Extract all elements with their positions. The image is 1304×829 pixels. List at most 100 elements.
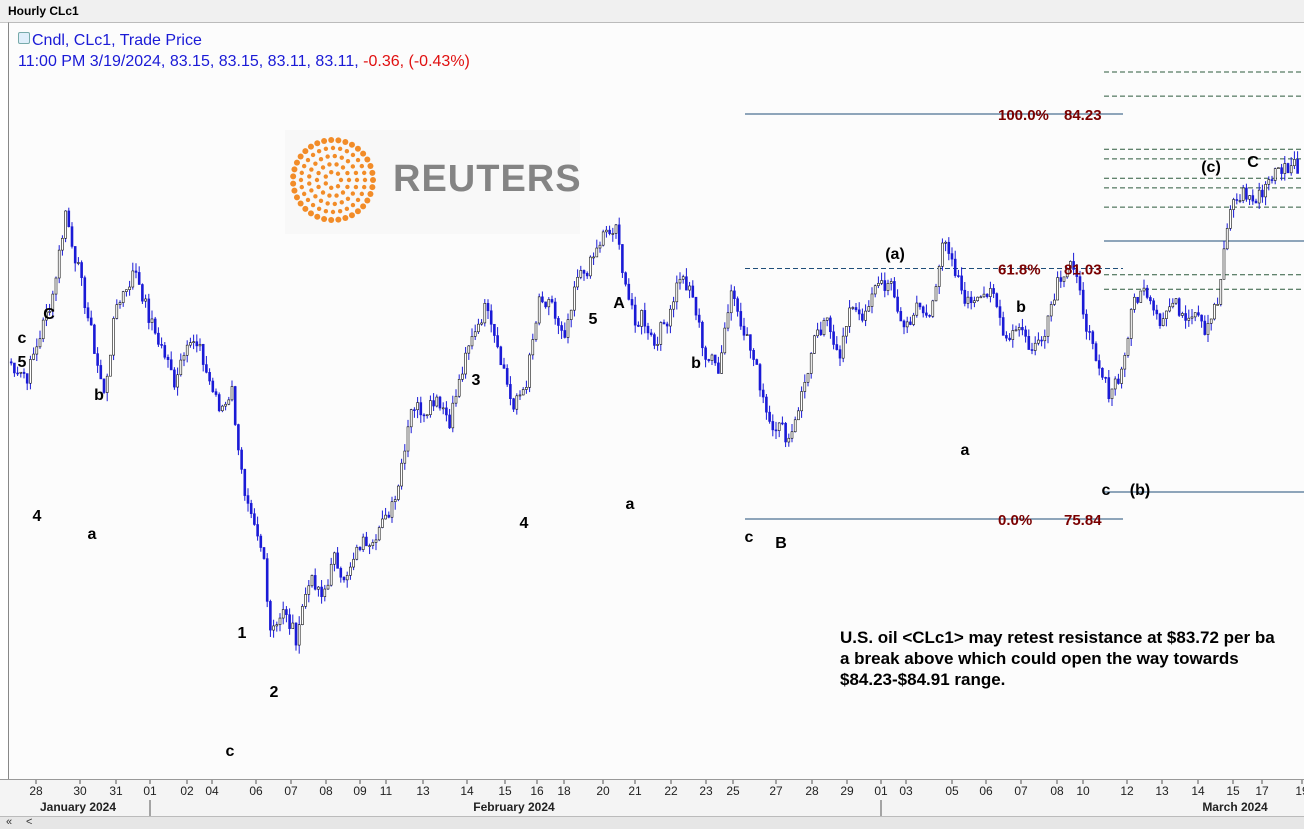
candle-body (1165, 310, 1168, 319)
candle-body (710, 354, 714, 361)
fib-level-lines (745, 113, 1123, 520)
candle-body (198, 343, 202, 347)
x-tick-label: 28 (805, 784, 819, 798)
logo-dot (350, 202, 356, 208)
candle-body (1094, 343, 1098, 361)
candle-body (845, 326, 848, 337)
candle-body (947, 241, 951, 254)
scroll-left-icon[interactable]: < (26, 816, 33, 828)
wave-label: 5 (589, 311, 598, 328)
candle-body (224, 403, 227, 407)
logo-dot (325, 201, 330, 206)
x-tick-label: 17 (1255, 784, 1269, 798)
candle-body (813, 335, 816, 354)
candle-body (83, 277, 87, 309)
x-tick-label: 23 (699, 784, 713, 798)
candle-body (201, 343, 205, 365)
candle-body (560, 325, 563, 331)
candle-body (1206, 322, 1210, 335)
wave-label: (a) (885, 246, 905, 263)
candle-body (131, 270, 135, 288)
candle-body (285, 609, 288, 615)
candle-body (742, 325, 746, 336)
candle-body (281, 609, 285, 619)
wave-label: c (18, 330, 27, 347)
candle-body (25, 373, 29, 384)
fib-percent-label: 100.0% (998, 107, 1049, 124)
wave-label: a (626, 496, 635, 513)
candle-body (989, 288, 992, 297)
x-tick-label: 06 (979, 784, 993, 798)
logo-dot (301, 191, 307, 197)
candle-body (457, 379, 461, 397)
candle-body (73, 246, 77, 264)
candle-body (921, 306, 925, 314)
logo-dot (335, 171, 341, 176)
logo-dot (360, 203, 367, 210)
candle-body (1024, 329, 1027, 337)
logo-dot (367, 191, 374, 198)
wave-label: (c) (1201, 159, 1221, 176)
candle-body (985, 293, 989, 297)
logo-dot (316, 184, 321, 190)
horizontal-scrollbar[interactable]: « < (0, 816, 1304, 829)
candle-body (1126, 338, 1130, 356)
candle-body (982, 293, 986, 298)
candle-body (182, 354, 186, 361)
logo-dot (316, 206, 322, 212)
candle-body (1222, 248, 1226, 280)
candle-body (51, 293, 55, 312)
candle-body (384, 514, 387, 520)
candle-body (979, 296, 983, 299)
logo-dot (291, 187, 298, 194)
candle-body (1040, 339, 1043, 342)
candle-body (1145, 287, 1149, 298)
candle-body (32, 353, 35, 360)
candle-body (1053, 299, 1056, 305)
candle-body (656, 344, 659, 346)
x-tick-label: 11 (380, 784, 393, 798)
legend-ohlc: 11:00 PM 3/19/2024, 83.15, 83.15, 83.11,… (18, 53, 359, 70)
x-tick-label: 29 (840, 784, 854, 798)
candle-body (390, 501, 394, 518)
logo-dot (328, 137, 335, 144)
candle-body (896, 296, 899, 312)
wave-label: 4 (33, 508, 42, 525)
candle-body (435, 396, 439, 407)
candle-body (307, 585, 311, 595)
logo-dot (302, 148, 309, 155)
logo-dot (329, 170, 334, 175)
candle-body (557, 318, 560, 326)
candle-body (304, 594, 307, 607)
candle-body (1059, 277, 1063, 282)
chart-plot-area[interactable] (8, 22, 1304, 780)
fib-value-label: 84.23 (1064, 107, 1102, 124)
candle-body (864, 310, 867, 321)
scroll-start-icon[interactable]: « (6, 816, 13, 828)
candle-body (211, 380, 215, 392)
logo-dot (290, 173, 297, 180)
logo-dot (355, 197, 361, 203)
candle-body (317, 586, 320, 590)
wave-label: b (1016, 299, 1026, 316)
candle-body (717, 362, 720, 374)
candle-body (352, 558, 355, 568)
candle-body (1110, 388, 1114, 400)
candle-body (669, 308, 672, 327)
candle-body (1200, 314, 1203, 322)
x-tick-label: 16 (530, 784, 544, 798)
candle-body (857, 309, 861, 315)
logo-dot (345, 196, 351, 201)
x-tick-label: 12 (1120, 784, 1134, 798)
logo-dot (327, 193, 332, 198)
candle-body (118, 302, 122, 305)
legend-icon[interactable] (18, 32, 30, 44)
candle-body (1088, 331, 1091, 333)
chart-legend: Cndl, CLc1, Trade Price 11:00 PM 3/19/20… (18, 30, 470, 72)
candle-body (416, 402, 419, 411)
logo-dot (325, 154, 330, 159)
candle-body (608, 229, 611, 234)
candle-body (774, 429, 778, 432)
candle-body (208, 372, 211, 382)
